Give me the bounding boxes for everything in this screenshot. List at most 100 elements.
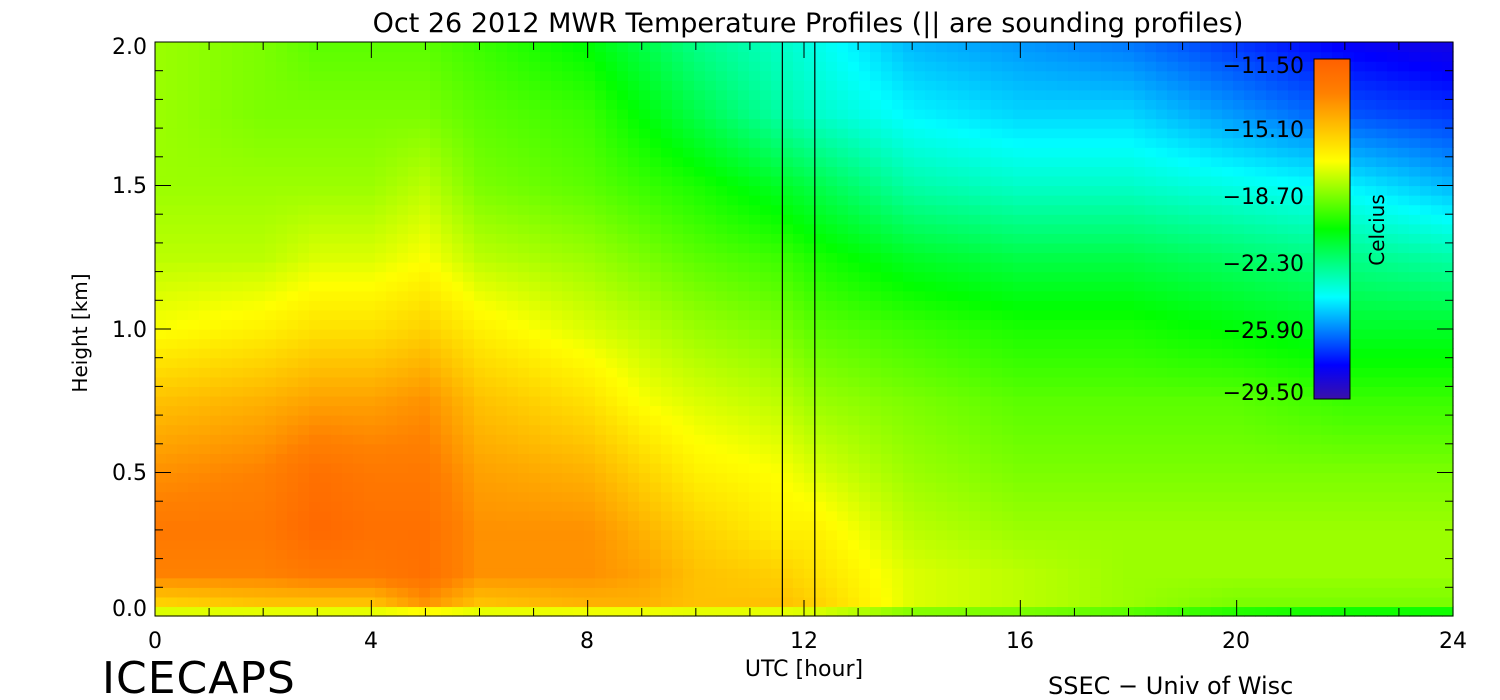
heatmap-cell [188, 462, 200, 474]
heatmap-cell [925, 539, 937, 550]
heatmap-cell [441, 262, 453, 273]
heatmap-cell [738, 577, 750, 588]
heatmap-cell [353, 204, 365, 215]
heatmap-cell [738, 424, 750, 435]
heatmap-cell [903, 587, 915, 598]
heatmap-cell [1035, 462, 1047, 474]
heatmap-cell [375, 309, 387, 321]
heatmap-cell [265, 395, 277, 407]
heatmap-cell [1057, 281, 1069, 292]
heatmap-cell [650, 281, 662, 292]
heatmap-cell [342, 99, 354, 110]
heatmap-cell [639, 290, 651, 301]
heatmap-cell [815, 386, 827, 397]
heatmap-cell [1046, 520, 1058, 531]
heatmap-cell [694, 128, 706, 139]
heatmap-cell [166, 596, 178, 608]
heatmap-cell [1035, 482, 1047, 493]
heatmap-cell [463, 367, 475, 378]
heatmap-cell [375, 319, 387, 330]
heatmap-cell [441, 300, 453, 311]
heatmap-cell [1024, 491, 1036, 502]
heatmap-cell [826, 376, 838, 387]
heatmap-cell [254, 329, 266, 340]
heatmap-cell [892, 482, 904, 493]
heatmap-cell [309, 242, 321, 254]
heatmap-cell [859, 491, 871, 502]
heatmap-cell [430, 357, 442, 368]
heatmap-cell [364, 539, 376, 550]
heatmap-cell [793, 501, 805, 512]
heatmap-cell [452, 472, 464, 483]
heatmap-cell [419, 501, 431, 512]
heatmap-cell [793, 281, 805, 292]
heatmap-cell [551, 99, 563, 110]
heatmap-cell [573, 415, 585, 426]
heatmap-cell [331, 415, 343, 426]
heatmap-cell [287, 568, 299, 579]
heatmap-cell [485, 80, 497, 91]
heatmap-cell [1057, 357, 1069, 368]
heatmap-cell [771, 453, 783, 464]
heatmap-cell [639, 89, 651, 100]
heatmap-cell [254, 89, 266, 100]
heatmap-cell [782, 319, 794, 330]
heatmap-cell [892, 147, 904, 158]
heatmap-cell [870, 51, 882, 62]
heatmap-cell [716, 395, 728, 407]
heatmap-cell [474, 262, 486, 273]
heatmap-cell [386, 80, 398, 91]
heatmap-cell [914, 587, 926, 598]
heatmap-cell [397, 338, 409, 349]
heatmap-cell [1057, 596, 1069, 608]
heatmap-cell [936, 501, 948, 512]
heatmap-cell [573, 175, 585, 187]
heatmap-cell [507, 61, 519, 72]
heatmap-cell [936, 89, 948, 100]
heatmap-cell [661, 252, 673, 263]
heatmap-cell [628, 147, 640, 158]
heatmap-cell [672, 319, 684, 330]
heatmap-cell [782, 309, 794, 321]
heatmap-cell [177, 108, 189, 120]
heatmap-cell [430, 491, 442, 502]
heatmap-cell [496, 223, 508, 234]
heatmap-cell [210, 606, 222, 617]
heatmap-cell [518, 118, 530, 129]
heatmap-cell [969, 309, 981, 321]
heatmap-cell [463, 376, 475, 387]
heatmap-cell [661, 587, 673, 598]
heatmap-cell [749, 99, 761, 110]
heatmap-cell [1046, 309, 1058, 321]
heatmap-cell [551, 166, 563, 177]
heatmap-cell [727, 577, 739, 588]
heatmap-cell [705, 309, 717, 321]
heatmap-cell [826, 434, 838, 445]
heatmap-cell [276, 520, 288, 531]
heatmap-cell [298, 491, 310, 502]
heatmap-cell [375, 233, 387, 244]
heatmap-cell [309, 319, 321, 330]
heatmap-cell [694, 70, 706, 81]
heatmap-cell [969, 529, 981, 541]
heatmap-cell [991, 395, 1003, 407]
heatmap-cell [672, 290, 684, 301]
heatmap-cell [661, 99, 673, 110]
heatmap-cell [694, 529, 706, 541]
heatmap-cell [793, 329, 805, 340]
heatmap-cell [881, 472, 893, 483]
heatmap-cell [826, 252, 838, 263]
heatmap-cell [540, 137, 552, 148]
heatmap-cell [969, 491, 981, 502]
heatmap-cell [452, 395, 464, 407]
heatmap-cell [991, 214, 1003, 225]
heatmap-cell [1035, 166, 1047, 177]
heatmap-cell [496, 70, 508, 81]
heatmap-cell [793, 596, 805, 608]
heatmap-cell [782, 281, 794, 292]
heatmap-cell [188, 558, 200, 569]
heatmap-cell [793, 405, 805, 416]
heatmap-cell [892, 128, 904, 139]
heatmap-cell [672, 367, 684, 378]
heatmap-cell [232, 501, 244, 512]
